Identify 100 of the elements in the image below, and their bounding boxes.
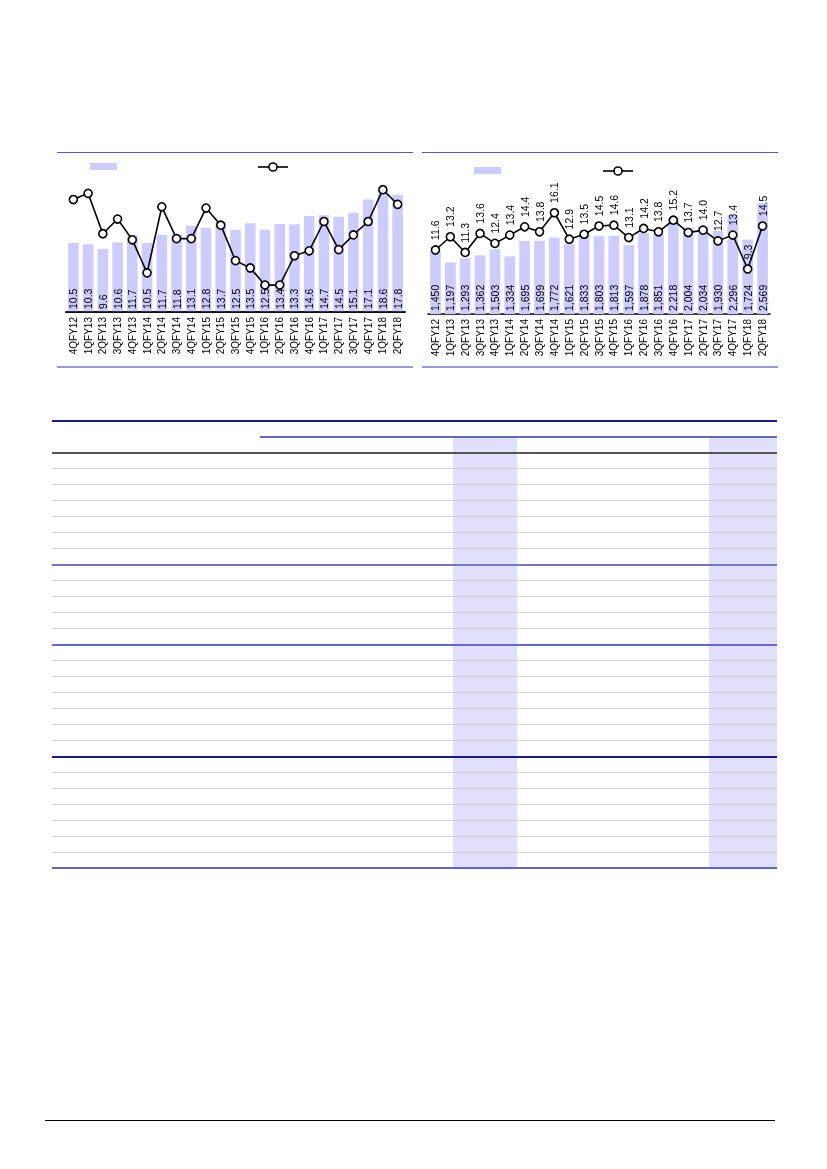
x-tick-label: 4QFY14 (185, 316, 197, 355)
point (230, 255, 241, 266)
bar (549, 237, 560, 314)
x-tick-label: 4QFY15 (608, 318, 620, 357)
data-label: 13.6 (474, 203, 487, 224)
point (638, 223, 649, 234)
x-tick-label: 4QFY13 (489, 318, 501, 357)
x-tick-label: 4QFY12 (429, 318, 441, 357)
data-label: 11.7 (155, 289, 168, 309)
point (171, 233, 182, 244)
point (534, 226, 545, 237)
x-tick-label: 2QFY16 (274, 316, 286, 355)
x-tick-label: 3QFY14 (534, 318, 546, 357)
data-label: 11.8 (170, 289, 183, 309)
point (609, 220, 619, 230)
point (460, 247, 470, 258)
data-label: 1,293 (459, 284, 472, 311)
data-label: 15.1 (347, 288, 360, 309)
data-label: 1,878 (637, 284, 650, 311)
bar (348, 212, 359, 312)
point (549, 207, 560, 218)
data-label: 14.5 (756, 195, 769, 217)
data-label: 1,197 (444, 284, 457, 311)
point (363, 216, 373, 227)
data-label: 14.7 (317, 288, 330, 309)
data-label: 2,218 (667, 284, 680, 311)
data-label: 11.3 (459, 222, 472, 243)
point (594, 221, 604, 231)
data-label: 12.9 (563, 208, 576, 230)
point (490, 238, 500, 249)
data-label: 2,034 (697, 284, 710, 311)
data-label: 13.8 (652, 201, 665, 222)
point (98, 228, 108, 239)
data-label: 14.5 (593, 195, 605, 217)
x-tick-label: 1QFY15 (200, 316, 212, 355)
data-label: 18.6 (376, 288, 389, 309)
point (623, 232, 634, 243)
data-label: 17.1 (362, 288, 375, 309)
x-tick-label: 2QFY17 (697, 318, 709, 357)
x-tick-label: 4QFY13 (126, 316, 138, 355)
data-label: 1,621 (563, 284, 576, 311)
x-tick-label: 1QFY16 (623, 318, 635, 357)
point (68, 194, 79, 205)
point (742, 264, 753, 274)
point (142, 268, 152, 278)
point (112, 214, 123, 224)
data-label: 2,296 (726, 284, 739, 311)
data-label: 14.5 (332, 288, 345, 309)
point (519, 222, 530, 232)
x-tick-label: 4QFY16 (667, 318, 679, 357)
data-label: 1,362 (474, 284, 487, 311)
data-label: 12.7 (711, 210, 724, 232)
x-tick-label: 2QFY13 (459, 318, 471, 357)
data-label: 1,695 (518, 284, 531, 311)
x-tick-label: 3QFY13 (112, 316, 124, 355)
point (348, 230, 359, 240)
x-tick-label: 4QFY15 (244, 316, 256, 355)
x-tick-label: 2QFY15 (578, 318, 590, 357)
x-tick-label: 4QFY14 (548, 318, 560, 357)
x-tick-label: 3QFY17 (712, 318, 724, 357)
point (668, 215, 679, 225)
point (564, 234, 575, 245)
point (392, 199, 403, 210)
x-tick-label: 2QFY14 (156, 316, 168, 355)
x-tick-label: 1QFY18 (742, 318, 754, 357)
point (728, 230, 738, 240)
data-label: 9.3 (741, 244, 754, 260)
data-label: 14.2 (637, 198, 650, 219)
x-tick-label: 4QFY17 (362, 316, 374, 355)
data-label: 1,699 (533, 284, 546, 311)
data-label: 1,334 (503, 284, 516, 311)
data-label: 1,450 (429, 284, 442, 311)
data-label: 13.3 (288, 288, 301, 309)
data-label: 12.4 (488, 212, 501, 234)
point (475, 228, 485, 239)
bar (333, 216, 344, 312)
x-tick-label: 2QFY17 (333, 316, 345, 355)
data-label: 10.6 (111, 288, 124, 309)
x-tick-label: 3QFY17 (347, 316, 359, 355)
data-label: 17.8 (391, 288, 404, 309)
data-label: 1,813 (607, 284, 620, 311)
point (83, 188, 93, 199)
x-tick-label: 2QFY13 (97, 316, 109, 355)
data-label: 13.2 (444, 206, 457, 227)
point (683, 227, 694, 238)
bar (156, 235, 168, 312)
data-label: 16.1 (548, 182, 561, 203)
point (157, 202, 167, 212)
point (445, 231, 456, 242)
data-label: 10.5 (141, 288, 154, 309)
point (215, 220, 226, 230)
data-label: 14.4 (518, 196, 531, 218)
point (698, 225, 708, 235)
point (378, 184, 388, 195)
x-tick-label: 3QFY14 (171, 316, 183, 355)
data-label: 13.4 (273, 288, 286, 309)
data-label: 1,930 (711, 284, 724, 311)
data-label: 1,724 (741, 284, 754, 311)
data-label: 10.3 (82, 288, 95, 309)
x-tick-label: 2QFY18 (757, 318, 769, 357)
